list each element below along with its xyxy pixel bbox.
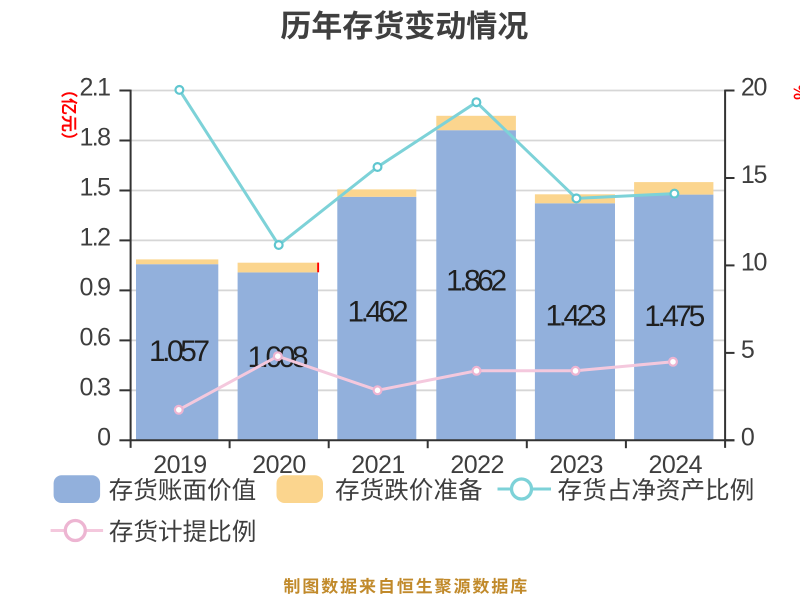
- svg-text:2021: 2021: [351, 451, 405, 479]
- svg-text:1.2: 1.2: [80, 223, 112, 251]
- svg-text:0.6: 0.6: [80, 323, 112, 351]
- svg-text:1.057: 1.057: [149, 335, 210, 368]
- svg-text:1.5: 1.5: [80, 174, 112, 202]
- svg-text:2022: 2022: [450, 451, 504, 479]
- svg-text:1.423: 1.423: [546, 300, 607, 333]
- svg-text:1.8: 1.8: [80, 124, 112, 152]
- svg-text:15: 15: [741, 161, 768, 189]
- svg-text:2024: 2024: [649, 451, 703, 479]
- svg-text:1.862: 1.862: [446, 265, 507, 298]
- svg-text:2019: 2019: [153, 451, 207, 479]
- svg-text:20: 20: [741, 74, 768, 102]
- svg-text:0: 0: [741, 423, 755, 451]
- svg-text:1.462: 1.462: [348, 296, 409, 329]
- svg-text:2020: 2020: [252, 451, 306, 479]
- svg-text:2.1: 2.1: [80, 74, 112, 102]
- svg-text:1.475: 1.475: [644, 300, 705, 333]
- svg-text:0.9: 0.9: [80, 273, 112, 301]
- svg-text:5: 5: [741, 336, 755, 364]
- svg-text:0: 0: [97, 423, 111, 451]
- svg-text:2023: 2023: [549, 451, 603, 479]
- svg-text:10: 10: [741, 248, 768, 276]
- svg-text:0.3: 0.3: [80, 373, 112, 401]
